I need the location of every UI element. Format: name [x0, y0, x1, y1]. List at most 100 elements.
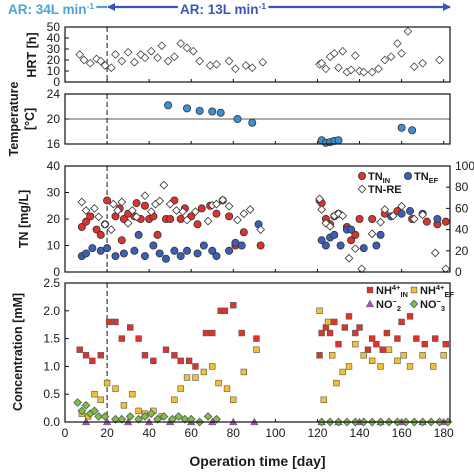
data-point — [185, 357, 193, 365]
data-point — [429, 363, 437, 370]
x-tick-label: 180 — [434, 426, 454, 440]
data-point — [317, 205, 327, 214]
data-point — [111, 50, 120, 59]
data-point — [225, 246, 234, 255]
data-point — [329, 49, 339, 58]
y-tick-label: 30 — [47, 186, 61, 200]
data-point — [193, 249, 202, 258]
legend-label-no2: NO−2 — [376, 297, 401, 313]
data-point — [188, 46, 198, 56]
y2-tick-label: 100 — [455, 159, 474, 173]
y2-tick-label: 60 — [455, 201, 469, 215]
data-point — [97, 352, 104, 359]
series-conc-1 — [78, 307, 447, 420]
data-point — [130, 246, 139, 255]
data-point — [86, 212, 95, 221]
data-point — [212, 209, 221, 218]
legend-label-tn-ef-sub: EF — [429, 176, 439, 185]
data-point — [385, 346, 393, 353]
data-point — [171, 352, 178, 359]
data-point — [212, 60, 221, 69]
data-point — [77, 222, 86, 231]
data-point — [112, 318, 119, 326]
data-point — [406, 313, 414, 320]
data-point — [238, 329, 245, 337]
data-point — [433, 214, 442, 223]
data-point — [79, 55, 89, 65]
data-point — [208, 107, 217, 116]
data-point — [352, 340, 359, 348]
x-tick-label: 160 — [392, 426, 412, 440]
data-point — [183, 246, 192, 255]
data-point — [397, 201, 406, 211]
data-point — [258, 57, 268, 67]
data-point — [356, 324, 363, 331]
data-point — [408, 126, 417, 135]
data-point — [172, 206, 181, 215]
data-point — [192, 363, 199, 370]
data-point — [421, 340, 428, 348]
data-point — [183, 374, 191, 381]
legend-marker-no3 — [409, 299, 419, 309]
data-point — [216, 108, 225, 117]
data-point — [119, 214, 128, 223]
data-point — [372, 241, 381, 250]
legend-marker-no2 — [365, 299, 375, 308]
series-tn-2 — [77, 180, 451, 274]
data-point — [100, 412, 110, 421]
data-point — [192, 374, 199, 381]
data-point — [394, 335, 401, 342]
x-tick-label: 140 — [350, 426, 370, 440]
data-point — [352, 329, 359, 337]
data-point — [240, 368, 248, 376]
data-point — [100, 61, 110, 70]
data-point — [81, 206, 91, 215]
data-point — [321, 241, 330, 250]
data-point — [333, 379, 340, 387]
data-point — [209, 363, 216, 370]
data-point — [346, 65, 356, 75]
data-point — [90, 406, 99, 416]
data-point — [334, 136, 343, 145]
data-point — [376, 230, 385, 239]
data-point — [182, 43, 192, 53]
data-point — [140, 412, 150, 421]
data-point — [357, 264, 367, 274]
data-point — [212, 414, 221, 424]
data-point — [129, 391, 136, 398]
series-conc-3 — [73, 398, 453, 427]
data-point — [134, 414, 143, 424]
data-point — [247, 63, 257, 73]
data-point — [330, 230, 339, 239]
series-temp-0 — [164, 101, 417, 147]
data-point — [256, 241, 265, 250]
data-point — [233, 215, 242, 225]
data-point — [149, 241, 158, 250]
data-point — [159, 180, 169, 190]
data-point — [90, 204, 99, 213]
data-point — [113, 206, 122, 215]
legend-label-tn-ef: TNEF — [414, 171, 439, 185]
y-axis-label-unit: [°C] — [23, 108, 37, 130]
data-point — [127, 206, 137, 215]
data-point — [215, 379, 222, 387]
data-point — [256, 225, 266, 234]
y-tick-label: 1.5 — [43, 332, 60, 346]
data-point — [400, 352, 407, 359]
legend-label-no3-sub: 3 — [441, 304, 445, 313]
data-point — [380, 205, 390, 214]
data-point — [231, 64, 240, 74]
data-point — [441, 264, 451, 274]
data-point — [96, 56, 106, 66]
legend-label-nh4-in-sup: 4+ — [392, 283, 401, 292]
x-tick-label: 100 — [265, 426, 285, 440]
series-tn-0 — [77, 196, 450, 250]
data-point — [123, 218, 133, 228]
data-point — [328, 352, 336, 359]
data-point — [135, 335, 142, 342]
data-point — [176, 39, 186, 48]
data-point — [120, 402, 128, 409]
data-point — [350, 244, 360, 254]
y-tick-label: 40 — [47, 159, 61, 173]
legend-marker-nh4-in — [366, 286, 374, 294]
